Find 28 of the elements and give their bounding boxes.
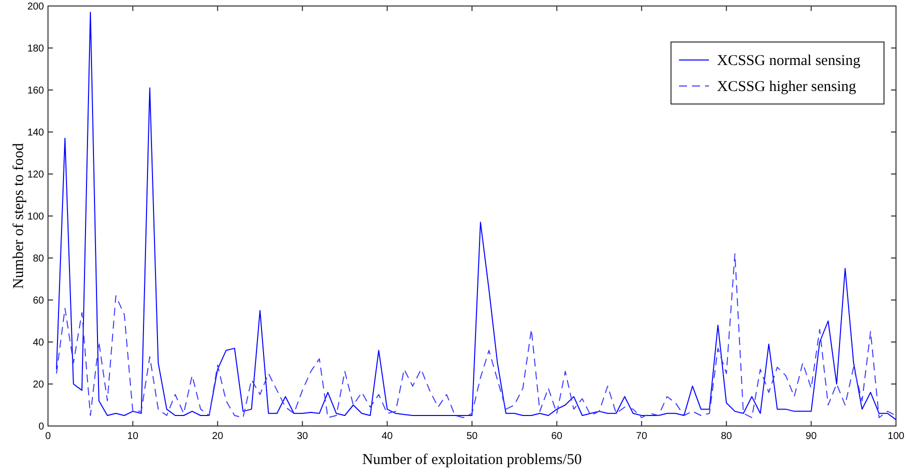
x-tick-label: 40 <box>382 431 394 442</box>
y-tick-label: 40 <box>32 338 44 348</box>
x-tick-label: 80 <box>720 431 732 442</box>
legend-label: XCSSG normal sensing <box>717 53 861 69</box>
x-tick-label: 100 <box>888 431 905 442</box>
x-tick-label: 0 <box>45 431 52 442</box>
y-tick-label: 100 <box>27 212 44 222</box>
x-tick-label: 70 <box>636 431 648 442</box>
y-tick-label: 80 <box>32 254 44 264</box>
x-tick-label: 10 <box>127 431 139 442</box>
x-tick-label: 20 <box>212 431 224 442</box>
y-tick-label: 200 <box>27 2 44 12</box>
y-tick-label: 180 <box>27 44 44 54</box>
line-series <box>56 12 896 420</box>
y-axis-title: Number of steps to food <box>11 142 27 289</box>
x-tick-label: 60 <box>551 431 563 442</box>
y-tick-label: 120 <box>27 170 44 180</box>
y-tick-label: 140 <box>27 128 44 138</box>
y-tick-label: 20 <box>32 380 44 390</box>
x-tick-label: 50 <box>466 431 478 442</box>
x-tick-label: 90 <box>806 431 818 442</box>
x-axis-title: Number of exploitation problems/50 <box>362 452 582 468</box>
line-series <box>56 253 896 418</box>
y-tick-label: 160 <box>27 86 44 96</box>
x-tick-label: 30 <box>296 431 308 442</box>
legend-label: XCSSG higher sensing <box>717 79 857 95</box>
y-tick-label: 60 <box>32 296 44 306</box>
y-tick-label: 0 <box>38 422 44 432</box>
